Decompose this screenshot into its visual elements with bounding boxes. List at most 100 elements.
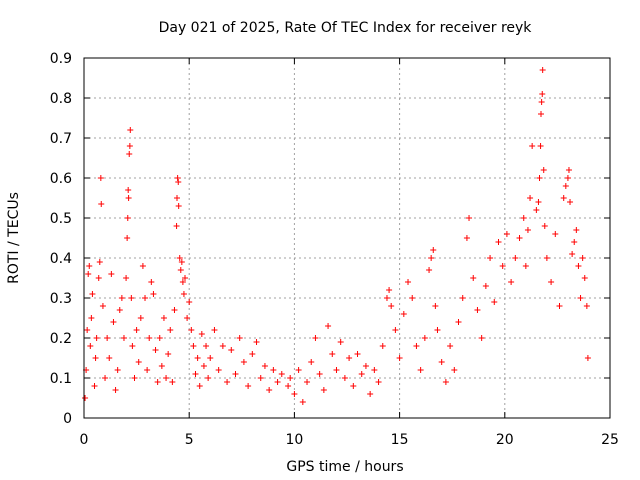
data-point [455, 319, 462, 325]
data-point [388, 303, 395, 309]
data-point [520, 215, 527, 221]
data-point [152, 347, 159, 353]
data-point [257, 375, 264, 381]
data-point [470, 275, 477, 281]
data-point [96, 259, 103, 265]
data-point [478, 335, 485, 341]
data-point [184, 315, 191, 321]
data-point [85, 271, 92, 277]
data-point [421, 335, 428, 341]
data-point [466, 215, 473, 221]
data-point [228, 347, 235, 353]
data-point [99, 303, 106, 309]
data-point [135, 359, 142, 365]
data-point [154, 379, 161, 385]
data-point [120, 335, 127, 341]
x-tick-label: 10 [285, 432, 303, 448]
y-tick-label: 0.4 [50, 251, 72, 267]
data-point [371, 367, 378, 373]
x-tick-label: 5 [185, 432, 194, 448]
data-point [346, 355, 353, 361]
data-point [564, 175, 571, 181]
x-tick-label: 0 [80, 432, 89, 448]
data-point [142, 295, 149, 301]
data-point [173, 195, 180, 201]
data-point [535, 199, 542, 205]
data-point [249, 351, 256, 357]
data-point [375, 379, 382, 385]
data-point [491, 299, 498, 305]
data-point [175, 179, 182, 185]
data-point [91, 383, 98, 389]
data-point [562, 183, 569, 189]
data-point [124, 215, 131, 221]
data-point [285, 383, 292, 389]
data-point [358, 371, 365, 377]
data-point [367, 391, 374, 397]
data-point [125, 187, 132, 193]
data-point [522, 263, 529, 269]
data-point [92, 355, 99, 361]
data-point [295, 367, 302, 373]
data-point [180, 291, 187, 297]
data-point [133, 327, 140, 333]
data-point [291, 391, 298, 397]
data-point [88, 315, 95, 321]
data-point [207, 355, 214, 361]
data-point [186, 299, 193, 305]
data-point [575, 263, 582, 269]
data-point [240, 359, 247, 365]
data-point [200, 363, 207, 369]
data-point [533, 207, 540, 213]
x-tick-label: 15 [391, 432, 409, 448]
y-tick-label: 0.9 [50, 51, 72, 67]
data-point [128, 295, 135, 301]
data-point [495, 239, 502, 245]
data-point [304, 379, 311, 385]
data-point [198, 331, 205, 337]
y-tick-label: 0.6 [50, 171, 72, 187]
data-point [571, 239, 578, 245]
data-point [474, 307, 481, 313]
data-point [215, 367, 222, 373]
data-point [266, 387, 273, 393]
data-point [86, 263, 93, 269]
data-point [337, 339, 344, 345]
data-point [171, 307, 178, 313]
data-point [527, 195, 534, 201]
data-point [146, 335, 153, 341]
data-point [442, 379, 449, 385]
data-point [156, 335, 163, 341]
data-point [175, 203, 182, 209]
data-point [178, 259, 185, 265]
data-point [396, 355, 403, 361]
data-point [224, 379, 231, 385]
data-point [552, 231, 559, 237]
data-point [426, 267, 433, 273]
data-point [392, 327, 399, 333]
x-axis-label: GPS time / hours [286, 459, 403, 475]
data-point [177, 267, 184, 273]
data-point [583, 303, 590, 309]
data-point [188, 327, 195, 333]
y-axis-ticks: 0 0.1 0.2 0.3 0.4 0.5 0.6 0.7 0.8 0.9 [50, 51, 610, 427]
data-point [169, 379, 176, 385]
data-point [163, 375, 170, 381]
data-point [434, 327, 441, 333]
data-point [350, 383, 357, 389]
data-point [114, 367, 121, 373]
data-point [463, 235, 470, 241]
data-point [538, 99, 545, 105]
data-point [126, 151, 133, 157]
data-point [354, 351, 361, 357]
data-point [400, 311, 407, 317]
data-point [508, 279, 515, 285]
data-point [160, 315, 167, 321]
data-point [89, 291, 96, 297]
data-point [176, 255, 183, 261]
x-tick-label: 20 [496, 432, 514, 448]
data-point [102, 375, 109, 381]
data-point [482, 283, 489, 289]
data-point [556, 303, 563, 309]
data-point [541, 223, 548, 229]
